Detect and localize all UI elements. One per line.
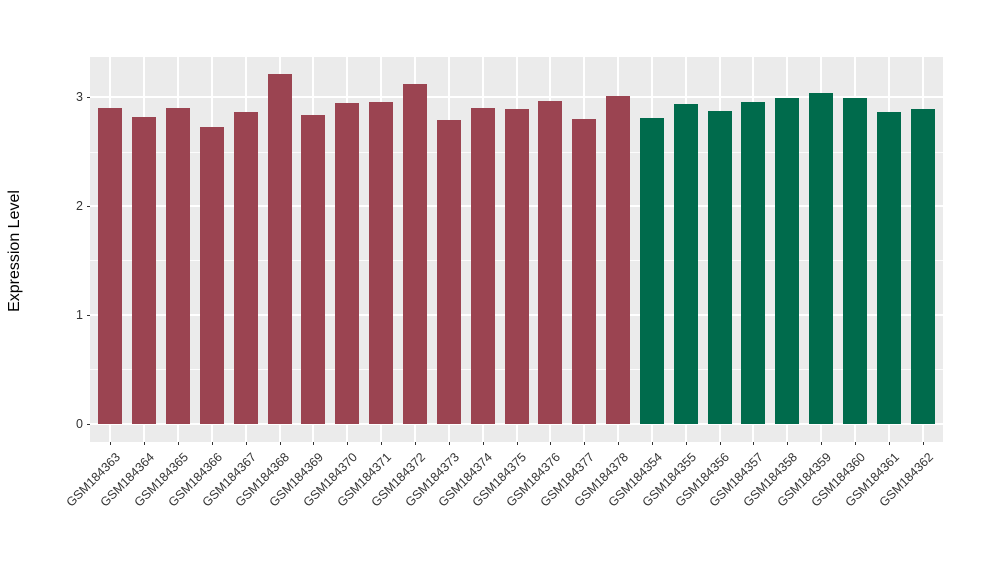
- y-tick-mark: [87, 97, 90, 99]
- x-tick-mark: [854, 442, 856, 445]
- y-axis-title: Expression Level: [6, 190, 23, 312]
- y-tick-label: 3: [76, 90, 83, 105]
- x-tick-mark: [821, 442, 823, 445]
- bar-GSM184357: [741, 101, 766, 424]
- bar-GSM184356: [707, 111, 732, 424]
- x-tick-mark: [922, 442, 924, 445]
- y-tick-label: 0: [76, 416, 83, 431]
- x-tick-mark: [685, 442, 687, 445]
- x-tick-mark: [753, 442, 755, 445]
- bar-GSM184372: [402, 84, 427, 424]
- bar-GSM184377: [572, 119, 597, 424]
- bar-GSM184359: [809, 92, 834, 424]
- plot-panel: [90, 57, 943, 442]
- bar-GSM184378: [606, 96, 631, 424]
- x-tick-mark: [550, 442, 552, 445]
- bar-GSM184376: [538, 100, 563, 424]
- bar-GSM184371: [369, 101, 394, 424]
- bar-GSM184366: [199, 126, 224, 424]
- x-tick-mark: [313, 442, 315, 445]
- bar-GSM184355: [673, 103, 698, 424]
- bar-GSM184360: [842, 98, 867, 424]
- x-tick-mark: [178, 442, 179, 445]
- bar-GSM184361: [876, 112, 901, 424]
- x-tick-mark: [279, 442, 281, 445]
- bar-GSM184370: [335, 102, 360, 424]
- x-tick-mark: [888, 442, 890, 445]
- x-tick-mark: [144, 442, 146, 445]
- x-tick-mark: [448, 442, 450, 445]
- x-tick-mark: [618, 442, 620, 445]
- bar-GSM184368: [267, 74, 292, 424]
- bar-GSM184367: [233, 112, 258, 424]
- x-tick-mark: [245, 442, 247, 445]
- bar-GSM184362: [910, 109, 935, 424]
- bar-GSM184375: [504, 109, 529, 424]
- y-tick-mark: [87, 314, 90, 316]
- x-tick-mark: [347, 442, 349, 445]
- bar-GSM184374: [470, 108, 495, 424]
- y-tick-label: 2: [76, 198, 83, 213]
- x-tick-mark: [482, 442, 484, 445]
- x-tick-mark: [719, 442, 721, 445]
- bar-GSM184373: [436, 120, 461, 424]
- x-tick-mark: [787, 442, 789, 445]
- bar-GSM184354: [639, 117, 664, 424]
- x-tick-mark: [381, 442, 383, 445]
- x-tick-mark: [651, 442, 653, 445]
- x-tick-mark: [110, 442, 112, 445]
- y-tick-mark: [87, 205, 90, 207]
- bar-GSM184364: [132, 116, 157, 424]
- x-tick-mark: [414, 442, 416, 445]
- bar-GSM184365: [166, 108, 190, 424]
- bar-GSM184363: [98, 108, 123, 424]
- bar-GSM184369: [301, 114, 326, 424]
- x-tick-mark: [211, 442, 213, 445]
- x-tick-mark: [584, 442, 586, 445]
- y-tick-label: 1: [76, 307, 83, 322]
- x-tick-mark: [516, 442, 518, 445]
- bar-GSM184358: [775, 98, 800, 424]
- y-tick-mark: [87, 423, 90, 425]
